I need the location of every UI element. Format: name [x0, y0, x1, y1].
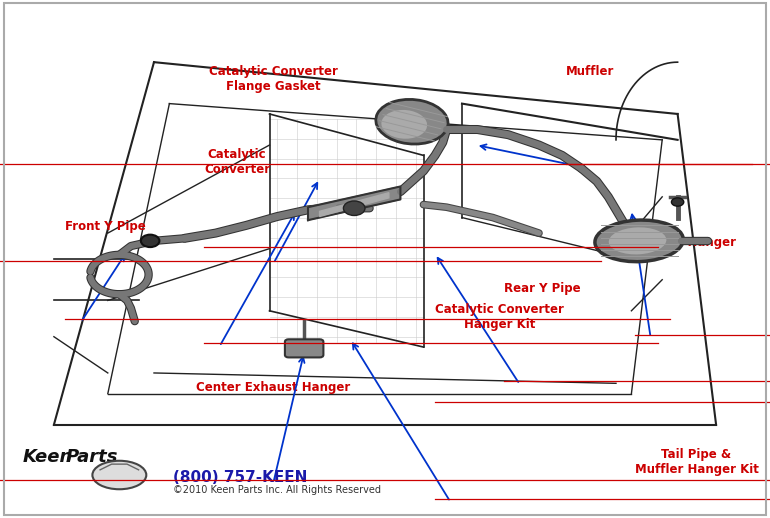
Ellipse shape: [595, 220, 683, 262]
Text: ©2010 Keen Parts Inc. All Rights Reserved: ©2010 Keen Parts Inc. All Rights Reserve…: [173, 484, 381, 495]
Text: Muffler: Muffler: [566, 65, 614, 78]
Ellipse shape: [381, 110, 427, 139]
Text: Catalytic
Converter: Catalytic Converter: [204, 148, 270, 176]
Text: Front Y Pipe: Front Y Pipe: [65, 220, 146, 233]
Ellipse shape: [92, 461, 146, 489]
Text: Keen: Keen: [23, 448, 73, 466]
Ellipse shape: [609, 227, 666, 254]
Text: Parts: Parts: [65, 448, 118, 466]
Text: Center Exhaust Hanger: Center Exhaust Hanger: [196, 381, 350, 394]
FancyBboxPatch shape: [285, 339, 323, 357]
Text: (800) 757-KEEN: (800) 757-KEEN: [173, 470, 308, 485]
Polygon shape: [308, 186, 400, 220]
Ellipse shape: [376, 99, 448, 144]
Text: Tail Pipe &
Muffler Hanger Kit: Tail Pipe & Muffler Hanger Kit: [634, 448, 758, 476]
Polygon shape: [320, 193, 389, 217]
Text: Catalytic Converter
Flange Gasket: Catalytic Converter Flange Gasket: [209, 65, 338, 93]
Circle shape: [343, 201, 365, 215]
Text: Muffler Hanger: Muffler Hanger: [635, 236, 736, 249]
Text: Rear Y Pipe: Rear Y Pipe: [504, 282, 581, 295]
Circle shape: [671, 198, 684, 206]
Circle shape: [141, 235, 159, 247]
Text: Catalytic Converter
Hanger Kit: Catalytic Converter Hanger Kit: [435, 303, 564, 331]
